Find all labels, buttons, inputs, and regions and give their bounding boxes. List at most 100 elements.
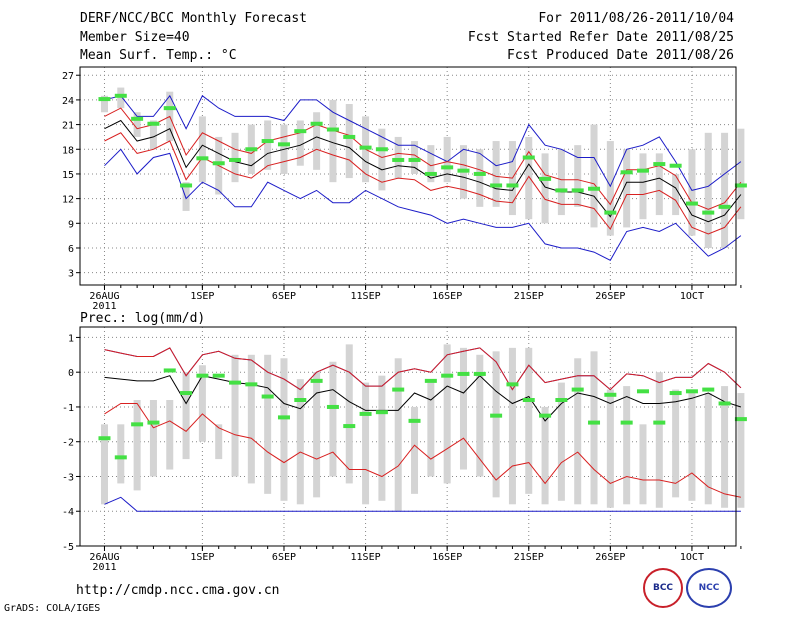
median-marker bbox=[636, 389, 649, 394]
variable-label: Mean Surf. Temp.: °C bbox=[80, 48, 237, 63]
x-tick-label: 1SEP bbox=[190, 291, 214, 302]
std-high-line bbox=[104, 107, 742, 210]
ensemble-box bbox=[672, 389, 680, 498]
x-tick-label: 16SEP bbox=[432, 552, 462, 563]
ensemble-box bbox=[117, 87, 125, 109]
ensemble-box bbox=[574, 145, 582, 207]
median-marker bbox=[163, 368, 176, 373]
ensemble-box bbox=[149, 400, 157, 477]
median-marker bbox=[441, 373, 454, 378]
min-line bbox=[104, 148, 742, 261]
ensemble-box bbox=[476, 149, 484, 207]
std-high-line bbox=[104, 347, 742, 391]
median-marker bbox=[359, 145, 372, 150]
median-marker bbox=[424, 171, 437, 176]
ensemble-box bbox=[182, 372, 190, 460]
ensemble-box bbox=[231, 132, 239, 183]
y-tick-label: -1 bbox=[62, 403, 74, 414]
median-marker bbox=[245, 147, 258, 152]
y-tick-label: -5 bbox=[62, 542, 74, 553]
ensemble-box bbox=[117, 424, 125, 484]
median-marker bbox=[653, 420, 666, 425]
median-marker bbox=[604, 210, 617, 215]
x-tick-label: 2011 bbox=[92, 301, 116, 312]
precip-label: Prec.: log(mm/d) bbox=[80, 311, 206, 326]
median-marker bbox=[114, 93, 127, 98]
median-marker bbox=[588, 420, 601, 425]
x-tick-label: 6SEP bbox=[272, 552, 296, 563]
ncc-logo-text: NCC bbox=[698, 583, 720, 593]
y-tick-label: 1 bbox=[68, 333, 74, 344]
median-marker bbox=[147, 121, 160, 126]
median-marker bbox=[522, 398, 535, 402]
ensemble-box bbox=[492, 141, 500, 207]
ensemble-box bbox=[737, 128, 745, 220]
y-tick-label: 21 bbox=[62, 121, 74, 132]
ensemble-box bbox=[198, 365, 206, 442]
ensemble-box bbox=[296, 120, 304, 166]
ensemble-box bbox=[215, 424, 223, 460]
ensemble-box bbox=[394, 136, 402, 179]
median-marker bbox=[571, 188, 584, 193]
ensemble-box bbox=[182, 182, 190, 211]
median-marker bbox=[163, 106, 176, 111]
plot-frame bbox=[79, 326, 737, 547]
std-low-line bbox=[104, 132, 742, 235]
median-marker bbox=[212, 161, 225, 166]
ensemble-box bbox=[329, 99, 337, 183]
median-marker bbox=[375, 410, 388, 415]
ensemble-box bbox=[264, 354, 272, 494]
ensemble-box bbox=[476, 354, 484, 477]
x-tick-label: 21SEP bbox=[514, 552, 544, 563]
y-tick-label: 27 bbox=[62, 71, 74, 82]
median-marker bbox=[98, 97, 111, 102]
forecast-period: For 2011/08/26-2011/10/04 bbox=[538, 11, 734, 26]
ensemble-box bbox=[704, 132, 712, 248]
mean-line bbox=[104, 119, 742, 223]
y-tick-label: 18 bbox=[62, 145, 74, 156]
median-marker bbox=[490, 413, 503, 418]
ensemble-box bbox=[525, 136, 533, 220]
x-tick-label: 26SEP bbox=[595, 291, 625, 302]
median-marker bbox=[131, 422, 144, 427]
ensemble-box bbox=[688, 389, 696, 501]
ensemble-box bbox=[639, 424, 647, 505]
ensemble-box bbox=[721, 132, 729, 248]
median-marker bbox=[490, 183, 503, 188]
ensemble-box bbox=[378, 375, 386, 501]
median-marker bbox=[408, 418, 421, 423]
ensemble-box bbox=[688, 149, 696, 236]
bcc-logo-text: BCC bbox=[652, 583, 674, 593]
median-marker bbox=[441, 165, 454, 170]
median-marker bbox=[212, 373, 225, 378]
max-line bbox=[104, 94, 742, 191]
median-marker bbox=[734, 417, 747, 422]
ensemble-box bbox=[672, 173, 680, 216]
median-marker bbox=[685, 201, 698, 206]
median-marker bbox=[457, 168, 470, 173]
x-tick-label: 1OCT bbox=[680, 291, 704, 302]
median-marker bbox=[734, 183, 747, 188]
source-url: http://cmdp.ncc.cma.gov.cn bbox=[76, 583, 280, 598]
median-marker bbox=[310, 378, 323, 383]
ensemble-box bbox=[166, 400, 174, 470]
median-marker bbox=[588, 186, 601, 191]
ncc-logo: NCC bbox=[686, 568, 732, 608]
ensemble-box bbox=[541, 406, 549, 505]
median-marker bbox=[180, 183, 193, 188]
median-marker bbox=[245, 382, 258, 387]
median-marker bbox=[685, 389, 698, 394]
ensemble-box bbox=[345, 104, 353, 179]
y-tick-label: 12 bbox=[62, 195, 74, 206]
median-marker bbox=[571, 387, 584, 392]
ensemble-box bbox=[655, 372, 663, 508]
y-tick-label: 3 bbox=[68, 269, 74, 280]
y-tick-label: 6 bbox=[68, 244, 74, 255]
median-marker bbox=[196, 373, 209, 378]
ensemble-box bbox=[329, 361, 337, 477]
median-marker bbox=[359, 411, 372, 416]
median-marker bbox=[294, 398, 307, 402]
